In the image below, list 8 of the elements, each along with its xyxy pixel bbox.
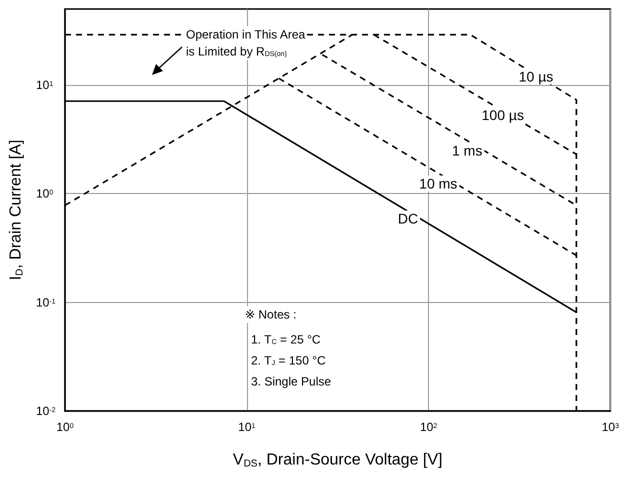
annotation: 3. Single Pulse [251, 374, 332, 388]
annotation: 100 µs [482, 106, 524, 123]
annotation: 10 µs [518, 68, 554, 84]
annotation: ※ Notes : [245, 308, 296, 322]
annotation: 10 ms [419, 175, 458, 192]
y-axis-title: ID, Drain Current [A] [8, 140, 26, 280]
annotation: 1 ms [452, 142, 482, 158]
annotation: DC [398, 210, 418, 227]
